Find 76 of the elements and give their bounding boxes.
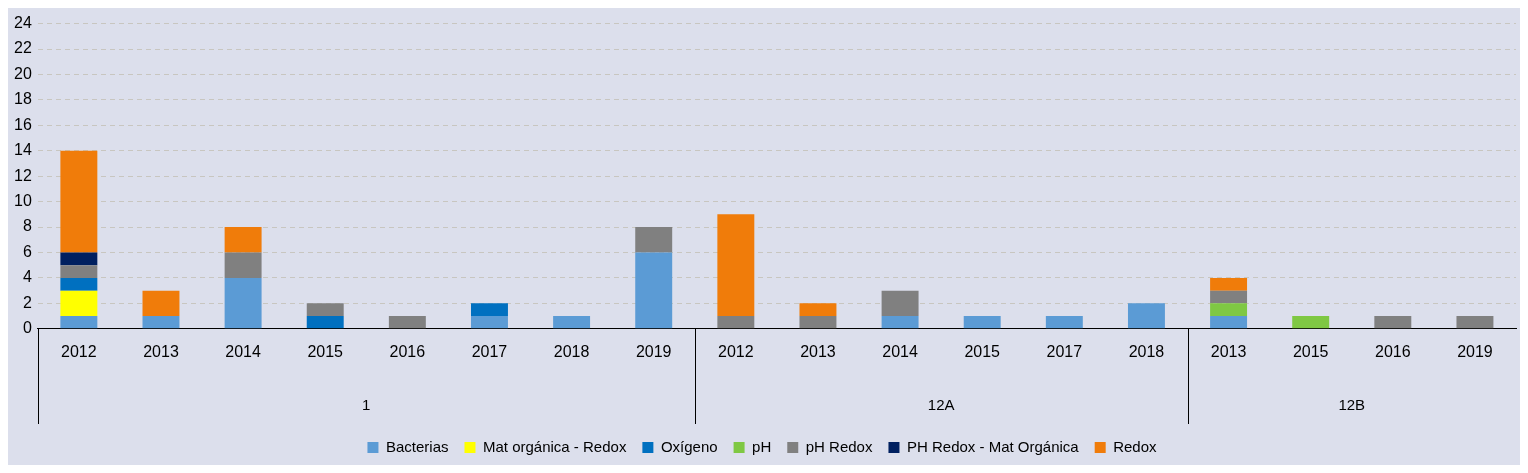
x-tick-label: 2016: [389, 342, 426, 360]
x-tick-label: 2013: [800, 342, 836, 360]
x-tick-label: 2019: [1457, 342, 1493, 360]
bar: [1374, 316, 1412, 329]
y-tick-label: 20: [14, 64, 32, 82]
legend-label: pH: [752, 437, 772, 455]
bar: [388, 316, 426, 329]
text: 12A: [927, 396, 955, 414]
bar: [60, 265, 98, 278]
y-tick-label: 24: [14, 14, 32, 32]
x-tick-label: 2015: [964, 342, 1001, 360]
y-tick-label: 10: [14, 192, 32, 210]
x-tick-label: 2017: [1046, 342, 1083, 360]
bar: [142, 316, 180, 329]
bar: [224, 277, 262, 329]
legend-label: PH Redox - Mat Orgánica: [906, 437, 1080, 455]
x-tick-label: 2016: [1375, 342, 1411, 360]
bar: [1045, 316, 1083, 329]
bar: [1456, 316, 1494, 329]
bar: [799, 316, 837, 329]
bar: [142, 290, 180, 317]
y-tick-label: 8: [22, 217, 32, 235]
bar: [60, 290, 98, 317]
y-tick-label: 4: [22, 268, 32, 286]
x-tick-label: 2019: [635, 342, 672, 360]
bar: [1292, 316, 1330, 329]
legend-label: Redox: [1113, 437, 1158, 455]
x-tick-label: 2015: [1292, 342, 1329, 360]
bar: [635, 252, 673, 329]
bar: [224, 252, 262, 278]
x-tick-label: 2015: [307, 342, 344, 360]
bar: [881, 316, 919, 329]
bar: [881, 290, 919, 317]
bar: [553, 316, 591, 329]
bar: [60, 150, 98, 253]
y-tick-label: 18: [14, 90, 32, 108]
x-tick-label: 2017: [471, 342, 508, 360]
x-tick-label: 2012: [718, 342, 754, 360]
bar: [717, 316, 755, 329]
bar: [1210, 290, 1248, 304]
y-tick-label: 2: [22, 293, 32, 311]
y-tick-label: 12: [14, 166, 32, 184]
legend-label: Mat orgánica - Redox: [482, 437, 627, 455]
y-tick-label: 22: [14, 39, 32, 57]
x-tick-label: 2018: [553, 342, 590, 360]
bar: [1210, 303, 1248, 317]
bar: [306, 316, 344, 329]
y-tick-label: 6: [22, 242, 32, 260]
x-tick-label: 2013: [1210, 342, 1247, 360]
bar: [306, 303, 344, 317]
text: 12B: [1338, 396, 1366, 414]
bar: [224, 227, 262, 253]
y-tick-label: 14: [14, 141, 32, 159]
x-tick-label: 2013: [143, 342, 179, 360]
bar: [1127, 303, 1165, 329]
x-tick-label: 2014: [225, 342, 261, 360]
bar: [1210, 316, 1248, 329]
y-tick-label: 0: [22, 319, 32, 337]
x-tick-label: 2012: [61, 342, 97, 360]
text: 1: [362, 396, 371, 414]
bar: [1210, 277, 1248, 291]
bar: [60, 252, 98, 266]
bar: [799, 303, 837, 317]
bar: [470, 316, 508, 329]
bar: [60, 277, 98, 291]
legend-label: Oxígeno: [660, 437, 718, 455]
legend-label: pH Redox: [805, 437, 873, 455]
bar: [963, 316, 1001, 329]
bar: [470, 303, 508, 317]
x-tick-label: 2018: [1128, 342, 1165, 360]
bar: [635, 227, 673, 253]
x-tick-label: 2014: [882, 342, 918, 360]
bar: [717, 214, 755, 317]
y-tick-label: 16: [14, 115, 32, 133]
legend-label: Bacterias: [385, 437, 449, 455]
bar: [60, 316, 98, 329]
